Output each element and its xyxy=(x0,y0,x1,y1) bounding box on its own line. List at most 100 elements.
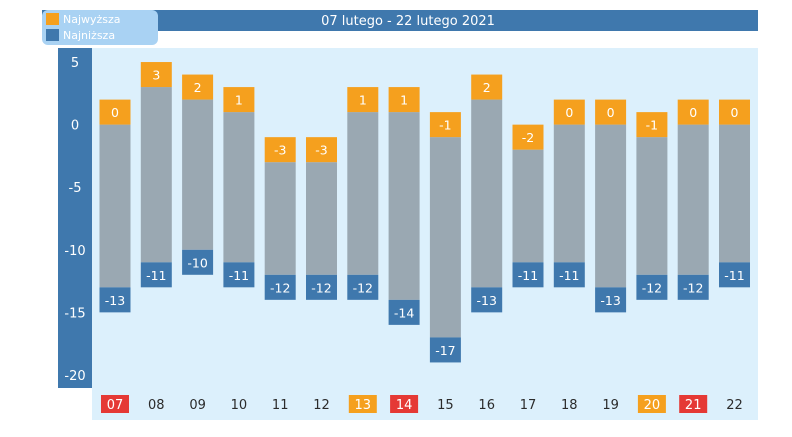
high-value-box xyxy=(553,99,585,125)
high-value-label: 0 xyxy=(731,105,739,120)
high-value-box xyxy=(347,87,379,113)
low-value-label: -14 xyxy=(394,305,414,320)
low-value-label: -11 xyxy=(518,268,538,283)
low-value-box xyxy=(347,274,379,300)
high-value-label: 2 xyxy=(194,80,202,95)
y-ticks: 5 0 -5 -10 -15 -20 xyxy=(64,56,85,384)
range-bar xyxy=(719,124,750,263)
low-value-label: -12 xyxy=(353,280,373,295)
high-value-label: -2 xyxy=(522,130,534,145)
range-bar xyxy=(264,162,296,275)
high-value-box xyxy=(223,87,255,113)
low-value-box xyxy=(677,274,709,300)
range-bar xyxy=(306,162,337,275)
low-value-label: -12 xyxy=(683,280,703,295)
low-value-box xyxy=(388,299,420,325)
high-value-label: -3 xyxy=(274,143,286,158)
x-tick-label: 19 xyxy=(602,398,619,413)
x-tick-label: 12 xyxy=(313,398,330,413)
low-value-box xyxy=(512,262,544,288)
low-value-label: -10 xyxy=(187,255,207,270)
range-bar xyxy=(553,124,585,263)
high-value-box xyxy=(677,99,709,125)
high-value-label: 1 xyxy=(359,93,367,108)
y-tick-label: -10 xyxy=(64,244,85,259)
high-value-box xyxy=(595,99,627,125)
low-value-box xyxy=(264,274,296,300)
range-bar xyxy=(512,149,544,263)
x-tick-label: 20 xyxy=(644,398,661,413)
low-value-box xyxy=(99,287,131,313)
high-value-box xyxy=(719,99,750,125)
x-tick-label: 14 xyxy=(396,398,413,413)
high-value-label: 2 xyxy=(483,80,491,95)
bars: 0-133-112-101-11-3-12-3-121-121-14-1-172… xyxy=(99,62,750,363)
y-tick-label: 0 xyxy=(71,119,79,134)
range-bar xyxy=(636,137,668,275)
x-tick-label: 13 xyxy=(355,398,372,413)
low-value-label: -12 xyxy=(642,280,662,295)
y-tick-label: 5 xyxy=(71,56,79,71)
x-tick-label: 16 xyxy=(478,398,495,413)
low-value-label: -13 xyxy=(476,293,496,308)
x-tick-label: 08 xyxy=(148,398,165,413)
high-value-box xyxy=(512,124,544,150)
high-value-label: 0 xyxy=(607,105,615,120)
x-tick-highlight xyxy=(101,395,129,413)
low-value-box xyxy=(471,287,503,313)
high-value-label: 3 xyxy=(152,68,160,83)
low-value-label: -11 xyxy=(559,268,579,283)
low-value-label: -11 xyxy=(146,268,166,283)
x-tick-label: 17 xyxy=(520,398,537,413)
y-tick-label: -5 xyxy=(69,181,82,196)
x-tick-label: 22 xyxy=(726,398,743,413)
legend: Najwyższa Najniższa xyxy=(42,10,158,45)
low-value-box xyxy=(595,287,627,313)
low-value-box xyxy=(306,274,337,300)
low-value-label: -12 xyxy=(270,280,290,295)
legend-label-high: Najwyższa xyxy=(63,13,121,26)
legend-swatch-high xyxy=(46,13,59,25)
range-bar xyxy=(429,137,461,338)
high-value-box xyxy=(388,87,420,113)
title-bar xyxy=(42,10,758,31)
legend-swatch-low xyxy=(46,29,59,41)
x-tick-label: 21 xyxy=(685,398,702,413)
high-value-box xyxy=(264,137,296,163)
y-tick-label: -15 xyxy=(64,306,85,321)
range-bar xyxy=(347,112,379,275)
chart-title: 07 lutego - 22 lutego 2021 xyxy=(321,14,495,29)
high-value-box xyxy=(471,74,503,100)
high-value-label: -1 xyxy=(439,118,451,133)
high-value-label: 1 xyxy=(400,93,408,108)
y-axis-band xyxy=(58,48,92,388)
legend-label-low: Najniższa xyxy=(63,29,115,42)
low-value-box xyxy=(429,337,461,363)
x-tick-label: 11 xyxy=(272,398,289,413)
low-value-box xyxy=(719,262,750,288)
high-value-label: -3 xyxy=(315,143,327,158)
x-tick-highlight xyxy=(390,395,419,413)
high-value-box xyxy=(140,62,172,88)
range-bar xyxy=(595,124,627,288)
range-bar xyxy=(471,99,503,288)
low-value-label: -13 xyxy=(105,293,125,308)
x-tick-highlight xyxy=(679,395,708,413)
range-bar xyxy=(677,124,709,275)
range-bar xyxy=(140,87,172,263)
low-value-box xyxy=(636,274,668,300)
low-value-label: -12 xyxy=(311,280,331,295)
high-value-box xyxy=(99,99,131,125)
range-bar xyxy=(388,112,420,300)
y-tick-label: -20 xyxy=(64,369,85,384)
x-ticks: 07 08 09 10 11 12 13 14 15 16 17 18 19 20 21 22 xyxy=(101,395,743,413)
low-value-box xyxy=(140,262,172,288)
low-value-box xyxy=(182,249,214,275)
high-value-box xyxy=(429,112,461,138)
low-value-box xyxy=(553,262,585,288)
low-value-label: -11 xyxy=(229,268,249,283)
low-value-label: -13 xyxy=(600,293,620,308)
range-bar xyxy=(182,99,214,250)
x-tick-highlight xyxy=(637,395,666,413)
